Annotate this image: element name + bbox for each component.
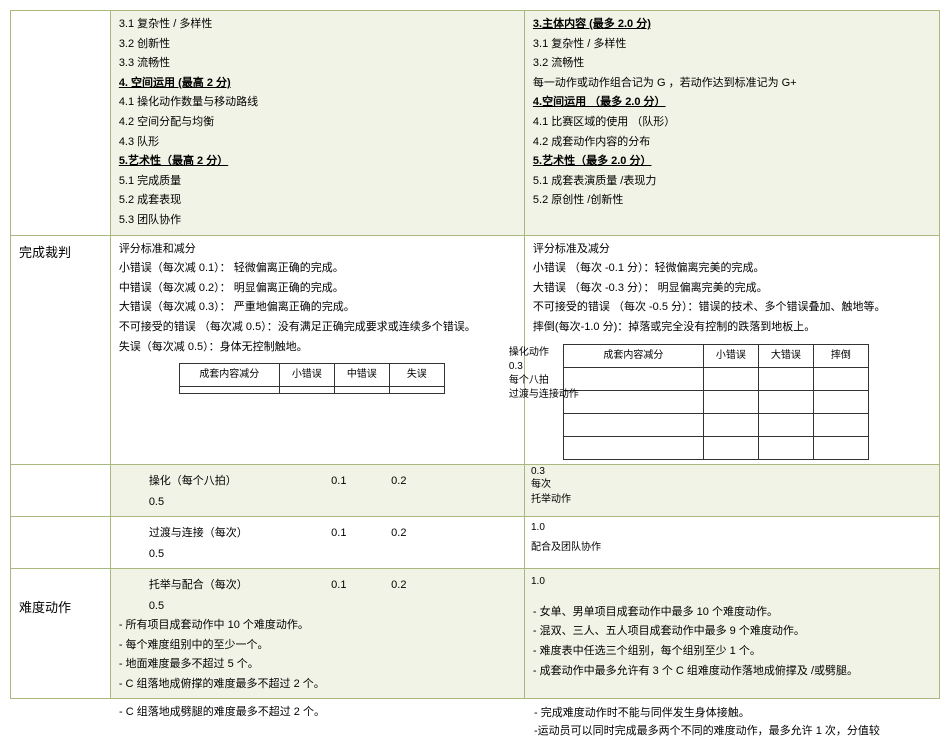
l: 3.3 流畅性: [119, 54, 516, 74]
dr-label: 过渡与连接（每次）: [149, 525, 309, 543]
jl2: 中错误（每次减 0.2）： 明显偏离正确的完成。: [119, 279, 516, 299]
l: 4.3 队形: [119, 133, 516, 153]
th: 成套内容减分: [563, 344, 703, 367]
l: 3.1 复杂性 / 多样性: [119, 15, 516, 35]
side-d-val: 1.0: [531, 521, 545, 534]
side-d: 托举动作: [531, 493, 571, 506]
l: 5.2 原创性 /创新性: [533, 191, 931, 211]
dr-v1: 0.1: [309, 577, 369, 595]
side-c: 0.3每次: [531, 465, 551, 491]
l: 3.1 复杂性 / 多样性: [533, 35, 931, 55]
label-empty: [11, 11, 111, 235]
jr-title: 评分标准及减分: [533, 240, 931, 260]
th: 摔倒: [813, 344, 868, 367]
dr-v2: 0.2: [369, 525, 429, 543]
jr3: 不可接受的错误 （每次 -0.5 分）：错误的技术、多个错误叠加、触地等。: [533, 298, 931, 318]
dr-v2: 0.2: [369, 473, 429, 491]
l: 每一动作或动作组合记为 G ，若动作达到标准记为 G+: [533, 74, 931, 94]
side-a: 操化动作0.3 每个八拍 过渡与连接动作: [509, 346, 579, 402]
h5: 5.艺术性（最高 2 分）: [119, 152, 516, 172]
dr-v1: 0.1: [309, 473, 369, 491]
th: 小错误: [279, 364, 334, 387]
l: 5.1 成套表演质量 /表现力: [533, 172, 931, 192]
l: 4.2 空间分配与均衡: [119, 113, 516, 133]
diff-label: 难度动作: [11, 569, 111, 699]
h4: 4. 空间运用 (最高 2 分): [119, 74, 516, 94]
footer-overflow: - C 组落地成劈腿的难度最多不超过 2 个。 - 完成难度动作时不能与同伴发生…: [10, 699, 941, 743]
section-top: 3.1 复杂性 / 多样性 3.2 创新性 3.3 流畅性 4. 空间运用 (最…: [11, 11, 939, 236]
th: 成套内容减分: [179, 364, 279, 387]
dr-v1: 0.1: [309, 525, 369, 543]
dr: - 成套动作中最多允许有 3 个 C 组难度动作落地成俯撑及 /或劈腿。: [533, 662, 931, 682]
dr-label: 托举与配合（每次）: [149, 577, 309, 595]
jl-title: 评分标准和减分: [119, 240, 516, 260]
l: 5.3 团队协作: [119, 211, 516, 231]
jl1: 小错误（每次减 0.1）： 轻微偏离正确的完成。: [119, 259, 516, 279]
l: 4.2 成套动作内容的分布: [533, 133, 931, 153]
dr: - 难度表中任选三个组别，每个组别至少 1 个。: [533, 642, 931, 662]
diff-left: 托举与配合（每次） 0.1 0.2 0.5 - 所有项目成套动作中 10 个难度…: [111, 569, 525, 699]
th: 失误: [389, 364, 444, 387]
l: 3.2 创新性: [119, 35, 516, 55]
l: 4.1 比赛区域的使用 （队形）: [533, 113, 931, 133]
top-left: 3.1 复杂性 / 多样性 3.2 创新性 3.3 流畅性 4. 空间运用 (最…: [111, 11, 525, 235]
dr-v3: 0.5: [119, 494, 516, 512]
side-e-val: 1.0: [531, 575, 545, 588]
jr1: 小错误 （每次 -0.1 分）：轻微偏离完美的完成。: [533, 259, 931, 279]
jl3: 大错误（每次减 0.3）： 严重地偏离正确的完成。: [119, 298, 516, 318]
th: 小错误: [703, 344, 758, 367]
h5: 5.艺术性（最多 2.0 分）: [533, 152, 931, 172]
dr-label: 操化（每个八拍）: [149, 473, 309, 491]
dl-last: - C 组落地成劈腿的难度最多不超过 2 个。: [111, 699, 526, 743]
dr: - 女单、男单项目成套动作中最多 10 个难度动作。: [533, 603, 931, 623]
jl5: 失误（每次减 0.5）：身体无控制触地。: [119, 338, 516, 358]
th: 大错误: [758, 344, 813, 367]
h3: 3.主体内容 (最多 2.0 分): [533, 15, 931, 35]
h4: 4.空间运用 （最多 2.0 分）: [533, 93, 931, 113]
dr-v3: 0.5: [119, 598, 516, 616]
jr2: 大错误 （每次 -0.3 分）： 明显偏离完美的完成。: [533, 279, 931, 299]
dl: - C 组落地成俯撑的难度最多不超过 2 个。: [119, 675, 516, 695]
l: 4.1 操化动作数量与移动路线: [119, 93, 516, 113]
th: 中错误: [334, 364, 389, 387]
deduct-row-1: 操化（每个八拍） 0.1 0.2 0.5 0.3每次 托举动作: [11, 465, 939, 517]
l: 5.2 成套表现: [119, 191, 516, 211]
section-judge: 完成裁判 评分标准和减分 小错误（每次减 0.1）： 轻微偏离正确的完成。 中错…: [11, 236, 939, 465]
judge-right: 评分标准及减分 小错误 （每次 -0.1 分）：轻微偏离完美的完成。 大错误 （…: [525, 236, 939, 464]
dl: - 所有项目成套动作中 10 个难度动作。: [119, 616, 516, 636]
dr-v2: 0.2: [369, 577, 429, 595]
dr-overflow: - 完成难度动作时不能与同伴发生身体接触。 -运动员可以同时完成最多两个不同的难…: [526, 699, 941, 743]
judge-right-table: 成套内容减分 小错误 大错误 摔倒: [563, 344, 869, 460]
section-diff: 难度动作 托举与配合（每次） 0.1 0.2 0.5 - 所有项目成套动作中 1…: [11, 569, 939, 699]
side-e: 配合及团队协作: [531, 541, 601, 554]
judge-left: 评分标准和减分 小错误（每次减 0.1）： 轻微偏离正确的完成。 中错误（每次减…: [111, 236, 525, 464]
judge-label: 完成裁判: [11, 236, 111, 464]
jl4: 不可接受的错误 （每次减 0.5）：没有满足正确完成要求或连续多个错误。: [119, 318, 516, 338]
top-right: 3.主体内容 (最多 2.0 分) 3.1 复杂性 / 多样性 3.2 流畅性 …: [525, 11, 939, 235]
dr: - 混双、三人、五人项目成套动作中最多 9 个难度动作。: [533, 622, 931, 642]
diff-right: - 女单、男单项目成套动作中最多 10 个难度动作。 - 混双、三人、五人项目成…: [525, 569, 939, 699]
deduct-row-2: 过渡与连接（每次） 0.1 0.2 0.5 1.0 配合及团队协作: [11, 517, 939, 569]
dl: - 每个难度组别中的至少一个。: [119, 636, 516, 656]
l: 5.1 完成质量: [119, 172, 516, 192]
dr-v3: 0.5: [119, 546, 516, 564]
criteria-table: 3.1 复杂性 / 多样性 3.2 创新性 3.3 流畅性 4. 空间运用 (最…: [10, 10, 940, 699]
jr4: 摔倒(每次-1.0 分)：掉落或完全没有控制的跌落到地板上。: [533, 318, 931, 338]
judge-left-table: 成套内容减分 小错误 中错误 失误: [179, 363, 445, 394]
l: 3.2 流畅性: [533, 54, 931, 74]
